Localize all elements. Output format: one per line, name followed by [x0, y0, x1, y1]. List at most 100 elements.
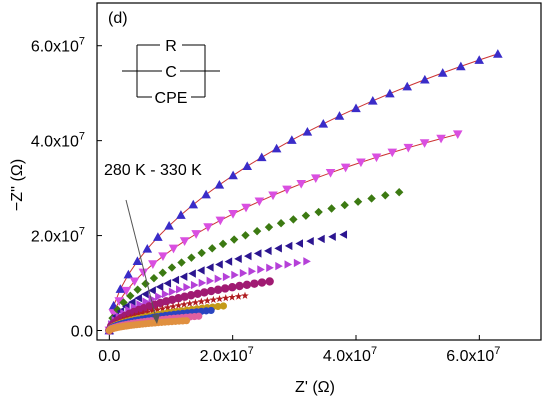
data-point — [207, 306, 215, 315]
data-point — [306, 236, 314, 246]
data-point — [201, 189, 211, 199]
data-point — [381, 191, 390, 200]
data-point — [139, 309, 147, 317]
data-point — [420, 74, 430, 84]
data-point — [436, 134, 446, 144]
data-point — [403, 143, 414, 153]
data-point — [218, 239, 228, 249]
data-point — [228, 283, 237, 292]
data-point — [241, 203, 251, 213]
data-point — [179, 272, 188, 281]
data-point — [268, 191, 278, 201]
data-point — [215, 294, 224, 303]
data-point — [144, 308, 152, 316]
data-point — [228, 170, 238, 180]
data-point — [276, 219, 286, 228]
data-point — [229, 235, 239, 244]
data-point — [385, 88, 395, 98]
data-point — [153, 232, 163, 241]
data-point — [203, 223, 213, 232]
data-point — [206, 263, 214, 272]
data-point — [158, 304, 167, 312]
data-point — [493, 49, 503, 58]
data-point — [253, 249, 262, 258]
y-tick-label: 0.0 — [71, 324, 93, 341]
data-point — [198, 278, 207, 288]
data-point — [121, 286, 132, 296]
x-tick-label: 4.0x107 — [323, 345, 377, 365]
x-axis-title: Z' (Ω) — [295, 379, 335, 396]
data-point — [367, 96, 378, 105]
data-point — [402, 81, 413, 91]
data-point — [161, 289, 170, 299]
data-point — [134, 310, 143, 318]
data-point — [284, 260, 293, 269]
data-point — [356, 158, 366, 168]
data-point — [301, 211, 311, 220]
data-point — [148, 286, 156, 295]
data-point — [203, 296, 212, 304]
arrow-head-icon — [152, 314, 160, 324]
x-tick-label: 0.0 — [98, 348, 120, 365]
data-point — [254, 197, 265, 207]
data-point — [163, 303, 172, 311]
data-point — [387, 148, 398, 158]
series-10 — [105, 317, 191, 335]
data-point — [221, 294, 230, 302]
circuit-label-c: C — [165, 64, 177, 81]
data-point — [242, 161, 253, 171]
data-point — [295, 239, 304, 248]
data-point — [177, 258, 186, 267]
data-point — [318, 118, 329, 128]
data-point — [296, 179, 307, 189]
data-point — [197, 248, 206, 258]
data-point — [287, 135, 297, 144]
data-point — [214, 274, 223, 284]
data-point — [126, 291, 135, 301]
x-tick-label: 6.0x107 — [446, 345, 500, 365]
plot-frame — [96, 2, 542, 341]
data-point — [213, 285, 223, 294]
data-point — [303, 257, 311, 266]
data-point — [214, 302, 222, 311]
data-point — [180, 300, 188, 308]
data-point — [128, 297, 136, 307]
data-point — [275, 261, 283, 271]
data-point — [328, 232, 336, 241]
data-point — [164, 220, 174, 230]
panel-label: (d) — [108, 10, 128, 27]
data-point — [289, 215, 298, 224]
data-point — [265, 277, 274, 286]
data-point — [123, 269, 134, 279]
data-point — [142, 243, 153, 253]
data-point — [243, 251, 252, 261]
data-point — [186, 291, 196, 300]
data-point — [132, 256, 143, 266]
data-point — [256, 152, 267, 162]
y-axis-title: −Z'' (Ω) — [9, 159, 26, 211]
data-point — [197, 297, 206, 305]
data-point — [228, 293, 236, 301]
data-point — [158, 252, 168, 261]
data-point — [176, 285, 184, 294]
data-point — [206, 276, 215, 286]
series-3 — [105, 230, 348, 335]
y-tick-label: 6.0x107 — [31, 36, 85, 56]
data-point — [114, 297, 125, 306]
data-point — [176, 210, 186, 219]
data-point — [148, 260, 158, 269]
data-point — [168, 287, 177, 296]
data-point — [197, 266, 205, 275]
data-point — [224, 257, 233, 266]
data-point — [241, 231, 250, 240]
data-point — [174, 294, 183, 303]
data-point — [133, 285, 142, 294]
data-point — [174, 301, 183, 309]
data-point — [222, 272, 231, 282]
data-point — [142, 297, 150, 306]
data-point — [155, 282, 164, 292]
data-point — [293, 258, 302, 268]
data-point — [302, 127, 313, 136]
data-point — [191, 298, 200, 306]
